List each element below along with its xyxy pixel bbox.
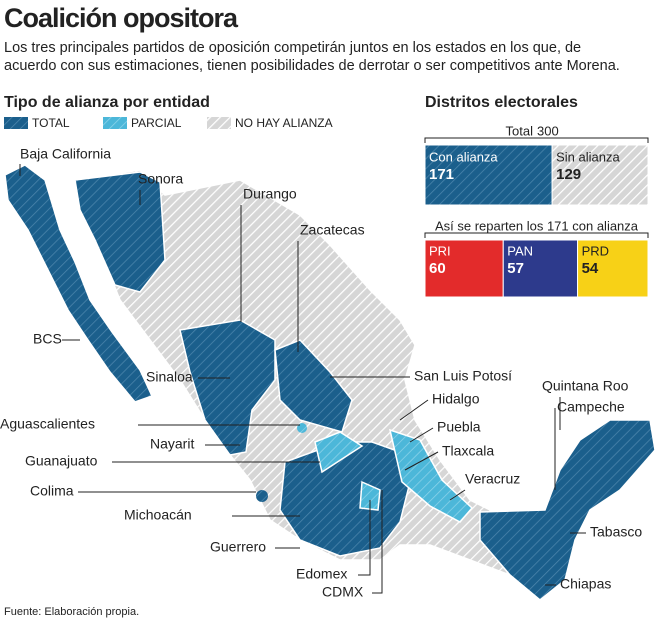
party-label: PAN — [507, 243, 533, 258]
split-bar — [424, 144, 553, 206]
districts-chart: Total 300 Con alianza 171 Sin alianza 129 Así … — [424, 123, 649, 298]
legend-label: PARCIAL — [131, 116, 182, 130]
subtitle: acuerdo con sus estimaciones, tienen pos… — [4, 58, 620, 74]
party-label: PRI — [429, 243, 451, 258]
map — [4, 164, 656, 601]
state-label: Tabasco — [590, 524, 642, 540]
state-label: Guerrero — [210, 539, 266, 555]
split-value: 129 — [556, 166, 581, 183]
map-title: Tipo de alianza por entidad — [4, 94, 210, 111]
districts-title: Distritos electorales — [425, 94, 578, 111]
party-bar — [577, 239, 649, 298]
state-label: Chiapas — [560, 576, 611, 592]
party-value: 60 — [429, 260, 446, 277]
state-label: Michoacán — [124, 507, 192, 523]
state-labels: Baja California Sonora Durango Zacatecas… — [0, 146, 642, 600]
leader-lines — [19, 164, 586, 594]
state-label: Guanajuato — [25, 453, 98, 469]
state-label: Baja California — [20, 146, 111, 162]
bracket — [424, 137, 649, 143]
state-label: Quintana Roo — [542, 378, 629, 394]
legend-swatch — [103, 117, 127, 129]
state-label: Colima — [30, 483, 74, 499]
state-label: Puebla — [437, 419, 481, 435]
state-label: Veracruz — [465, 471, 520, 487]
state-label: Hidalgo — [432, 391, 480, 407]
state-label: CDMX — [322, 584, 364, 600]
total-label: Total — [506, 123, 534, 138]
party-bar — [424, 239, 504, 298]
state-label: Aguascalientes — [0, 416, 95, 432]
split-value: 171 — [429, 166, 454, 183]
split-label: Con alianza — [429, 149, 498, 164]
state-label: Campeche — [557, 399, 625, 415]
state-label: Sonora — [138, 171, 183, 187]
parties-caption: Así se reparten los 171 con alianza — [435, 218, 639, 233]
party-label: PRD — [582, 243, 609, 258]
split-label: Sin alianza — [556, 149, 620, 164]
total-value: 300 — [537, 123, 559, 138]
state-label: San Luis Potosí — [414, 368, 512, 384]
state-label: Nayarit — [150, 436, 194, 452]
state-label: Tlaxcala — [442, 443, 494, 459]
split-bar — [551, 144, 649, 206]
state-label: Edomex — [296, 566, 347, 582]
bracket — [424, 232, 649, 238]
state-label: Zacatecas — [300, 222, 365, 238]
party-value: 54 — [582, 260, 599, 277]
state-label: Durango — [243, 186, 297, 202]
state-label: BCS — [33, 331, 62, 347]
party-value: 57 — [507, 260, 524, 277]
source: Fuente: Elaboración propia. — [4, 606, 139, 618]
title: Coalición opositora — [4, 3, 239, 33]
state-label: Sinaloa — [146, 369, 193, 385]
subtitle: Los tres principales partidos de oposici… — [4, 40, 581, 56]
legend-swatch — [207, 117, 231, 129]
legend-label: NO HAY ALIANZA — [235, 116, 333, 130]
legend-swatch — [4, 117, 28, 129]
legend-label: TOTAL — [32, 116, 70, 130]
